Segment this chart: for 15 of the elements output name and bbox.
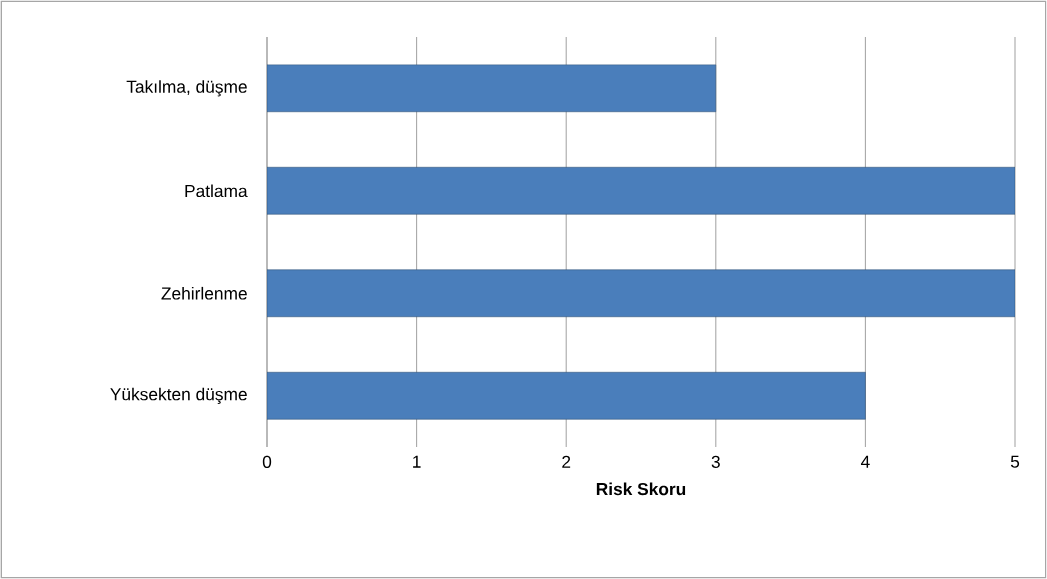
bar xyxy=(267,371,866,420)
y-tick-label: Zehirlenme xyxy=(161,286,247,300)
bar xyxy=(267,269,1015,318)
bar xyxy=(267,64,717,113)
bar xyxy=(267,166,1015,215)
y-tick-label: Patlama xyxy=(185,184,248,198)
y-tick-label: Yüksekten düşme xyxy=(110,387,247,404)
x-tick-label: 3 xyxy=(711,455,720,468)
x-tick-label: 5 xyxy=(1010,455,1020,468)
x-tick-label: 2 xyxy=(562,455,571,468)
x-tick-label: 0 xyxy=(262,455,272,468)
x-axis-title: Risk Skoru xyxy=(596,482,686,496)
x-tick-label: 1 xyxy=(413,455,421,468)
y-tick-label: Takılma, düşme xyxy=(126,80,247,97)
x-tick-label: 4 xyxy=(860,455,870,468)
